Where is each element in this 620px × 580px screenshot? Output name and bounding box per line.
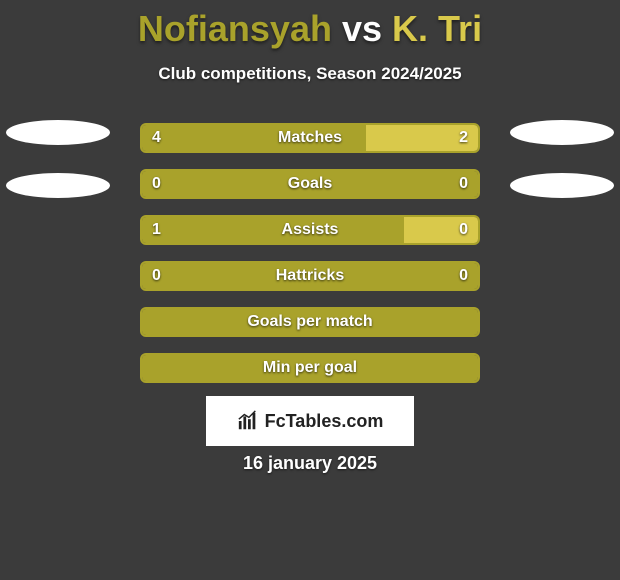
club-badge-placeholder (510, 120, 614, 145)
stat-bar-label: Assists (142, 217, 478, 243)
subtitle: Club competitions, Season 2024/2025 (0, 64, 620, 84)
stat-bar-label: Min per goal (142, 355, 478, 381)
stat-bar-label: Hattricks (142, 263, 478, 289)
logo-text: FcTables.com (265, 411, 384, 432)
club-badge-placeholder (510, 173, 614, 198)
stat-bar-label: Goals (142, 171, 478, 197)
stat-bar: Goals per match (140, 307, 480, 337)
fctables-logo: FcTables.com (206, 396, 414, 446)
club-badge-right (510, 120, 614, 174)
title: Nofiansyah vs K. Tri (0, 0, 620, 50)
stat-bar: 00Hattricks (140, 261, 480, 291)
club-badge-placeholder (6, 173, 110, 198)
title-vs: vs (342, 8, 382, 49)
club-badge-placeholder (6, 120, 110, 145)
stat-bar: 42Matches (140, 123, 480, 153)
club-badge-left (6, 120, 110, 174)
title-player1: Nofiansyah (138, 8, 332, 49)
stat-bar: Min per goal (140, 353, 480, 383)
stat-bar: 10Assists (140, 215, 480, 245)
stat-bar: 00Goals (140, 169, 480, 199)
stat-bar-label: Matches (142, 125, 478, 151)
date: 16 january 2025 (0, 453, 620, 474)
title-player2: K. Tri (392, 8, 482, 49)
stat-bars: 42Matches 00Goals 10Assists 00Hattricks Goal… (140, 123, 480, 399)
stat-bar-label: Goals per match (142, 309, 478, 335)
chart-icon (237, 410, 259, 432)
